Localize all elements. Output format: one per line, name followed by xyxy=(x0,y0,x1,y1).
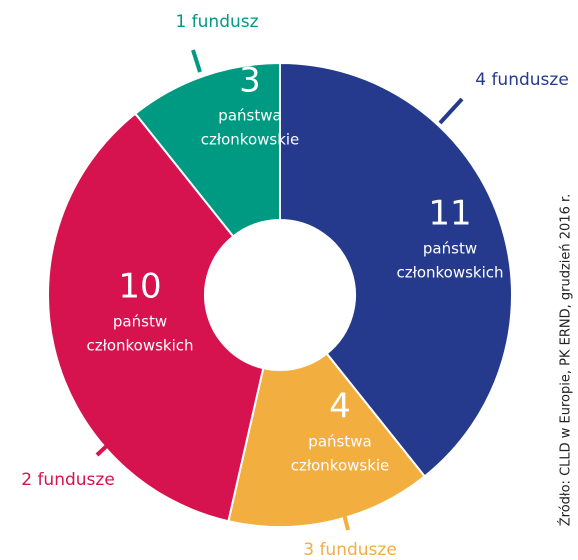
segment-sublabel: członkowskie xyxy=(201,131,300,149)
leader-line xyxy=(95,438,115,457)
donut-segment xyxy=(279,61,513,478)
segment-value: 11 xyxy=(428,194,471,234)
source-note: Źródło: CLLD w Europie, PK ERND, grudzie… xyxy=(558,194,574,527)
category-label: 3 fundusze xyxy=(303,540,397,560)
segment-sublabel: państw xyxy=(113,313,167,331)
leader-line xyxy=(191,49,202,73)
leader-line xyxy=(341,509,350,531)
segment-sublabel: członkowskie xyxy=(291,457,390,475)
category-label: 4 fundusze xyxy=(475,70,569,90)
donut-segment xyxy=(227,352,427,528)
segment-sublabel: państwa xyxy=(308,433,371,451)
segment-sublabel: członkowskich xyxy=(396,264,503,282)
segment-value: 4 xyxy=(329,387,351,427)
donut-segment xyxy=(47,112,265,523)
leader-line xyxy=(438,97,464,125)
segment-sublabel: państwa xyxy=(218,107,281,125)
category-label: 1 fundusz xyxy=(175,12,258,32)
donut-segment xyxy=(133,61,281,238)
segment-sublabel: państw xyxy=(423,240,477,258)
segment-value: 10 xyxy=(118,267,161,307)
segment-value: 3 xyxy=(239,61,261,101)
segment-sublabel: członkowskich xyxy=(86,337,193,355)
category-label: 2 fundusze xyxy=(21,470,115,490)
